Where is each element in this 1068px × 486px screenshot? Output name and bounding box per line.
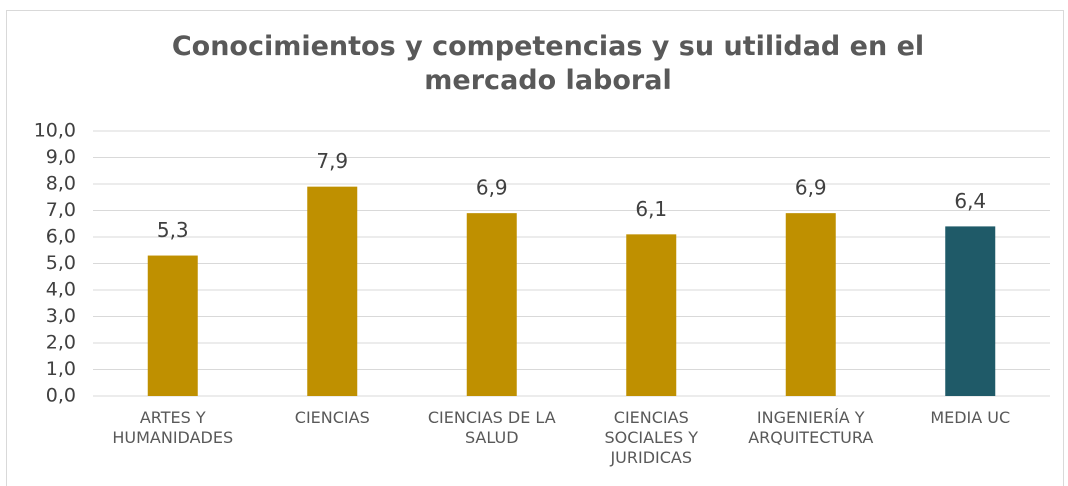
y-tick-label: 1,0 bbox=[46, 358, 76, 380]
bar bbox=[945, 226, 996, 396]
y-tick-label: 5,0 bbox=[46, 252, 76, 274]
x-tick-label: CIENCIAS bbox=[294, 408, 370, 427]
data-label: 6,9 bbox=[795, 176, 827, 200]
x-tick-label: ARTES Y HUMANIDADES bbox=[112, 408, 234, 447]
data-label: 6,9 bbox=[476, 176, 508, 200]
data-label: 5,3 bbox=[157, 218, 189, 242]
bar bbox=[147, 255, 198, 396]
data-label: 6,4 bbox=[954, 189, 986, 213]
y-tick-label: 10,0 bbox=[34, 120, 76, 142]
bar bbox=[626, 234, 677, 396]
chart-frame bbox=[6, 10, 1064, 486]
x-tick-label: MEDIA UC bbox=[930, 408, 1011, 427]
data-label: 7,9 bbox=[316, 149, 348, 173]
x-tick-label: CIENCIAS SOCIALES Y JURIDICAS bbox=[604, 408, 699, 467]
y-tick-label: 0,0 bbox=[46, 385, 76, 407]
bar bbox=[307, 186, 358, 396]
y-tick-label: 8,0 bbox=[46, 173, 76, 195]
bar bbox=[466, 213, 517, 396]
y-tick-label: 6,0 bbox=[46, 226, 76, 248]
x-tick-label: INGENIERÍA Y ARQUITECTURA bbox=[748, 408, 874, 447]
y-tick-label: 7,0 bbox=[46, 199, 76, 221]
y-tick-label: 3,0 bbox=[46, 305, 76, 327]
y-tick-label: 4,0 bbox=[46, 279, 76, 301]
data-label: 6,1 bbox=[635, 197, 667, 221]
x-tick-label: CIENCIAS DE LA SALUD bbox=[427, 408, 556, 447]
y-tick-label: 2,0 bbox=[46, 332, 76, 354]
y-tick-label: 9,0 bbox=[46, 146, 76, 168]
chart-title: Conocimientos y competencias y su utilid… bbox=[171, 31, 925, 96]
bar bbox=[785, 213, 836, 396]
